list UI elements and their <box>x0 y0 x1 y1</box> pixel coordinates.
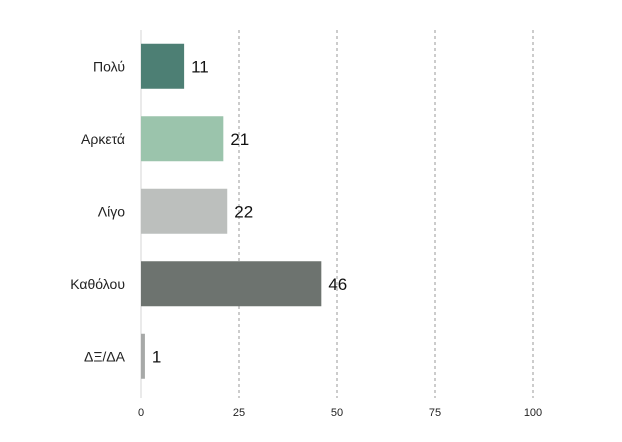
data-label-3: 46 <box>328 275 347 294</box>
x-tick-label-0: 0 <box>138 407 144 419</box>
x-tick-label-75: 75 <box>429 407 441 419</box>
category-label-0: Πολύ <box>93 58 125 74</box>
data-label-2: 22 <box>234 202 253 221</box>
bars-group <box>141 43 322 379</box>
bar-1 <box>141 116 224 162</box>
category-label-4: ΔΞ/ΔΑ <box>84 348 126 364</box>
bar-2 <box>141 188 228 234</box>
category-label-1: Αρκετά <box>81 131 125 147</box>
data-label-4: 1 <box>152 347 161 366</box>
category-label-3: Καθόλου <box>70 276 125 292</box>
x-axis-tick-labels: 0 25 50 75 100 <box>138 407 542 419</box>
x-tick-label-25: 25 <box>233 407 245 419</box>
bar-0 <box>141 43 185 89</box>
category-labels: Πολύ Αρκετά Λίγο Καθόλου ΔΞ/ΔΑ <box>70 58 125 364</box>
x-tick-label-50: 50 <box>331 407 343 419</box>
bar-3 <box>141 261 322 307</box>
data-labels: 11 21 22 46 1 <box>152 57 347 366</box>
bar-4 <box>141 333 145 379</box>
category-label-2: Λίγο <box>98 203 125 219</box>
x-tick-label-100: 100 <box>524 407 542 419</box>
data-label-1: 21 <box>230 130 249 149</box>
data-label-0: 11 <box>191 57 209 76</box>
